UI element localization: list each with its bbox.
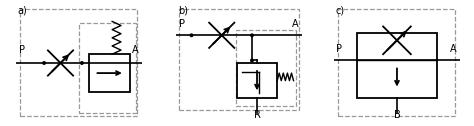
Text: c): c) [335, 5, 344, 15]
Bar [80, 23, 136, 113]
Circle shape [190, 34, 193, 37]
Circle shape [43, 62, 46, 64]
Bar [237, 63, 277, 98]
Text: b): b) [178, 5, 188, 15]
Bar [179, 9, 299, 110]
Bar [236, 30, 296, 106]
Bar [356, 33, 438, 98]
Circle shape [81, 62, 83, 64]
Text: A: A [292, 19, 299, 29]
Text: a): a) [18, 5, 27, 15]
Text: A: A [132, 45, 138, 55]
Text: B: B [393, 110, 401, 120]
Circle shape [251, 59, 253, 62]
Text: P: P [179, 19, 185, 29]
Bar [338, 9, 455, 116]
Circle shape [251, 34, 253, 37]
Bar [20, 9, 137, 116]
Bar [90, 54, 130, 92]
Text: R: R [254, 110, 260, 120]
Text: P: P [337, 44, 343, 54]
Text: A: A [449, 44, 456, 54]
Text: P: P [19, 45, 25, 55]
